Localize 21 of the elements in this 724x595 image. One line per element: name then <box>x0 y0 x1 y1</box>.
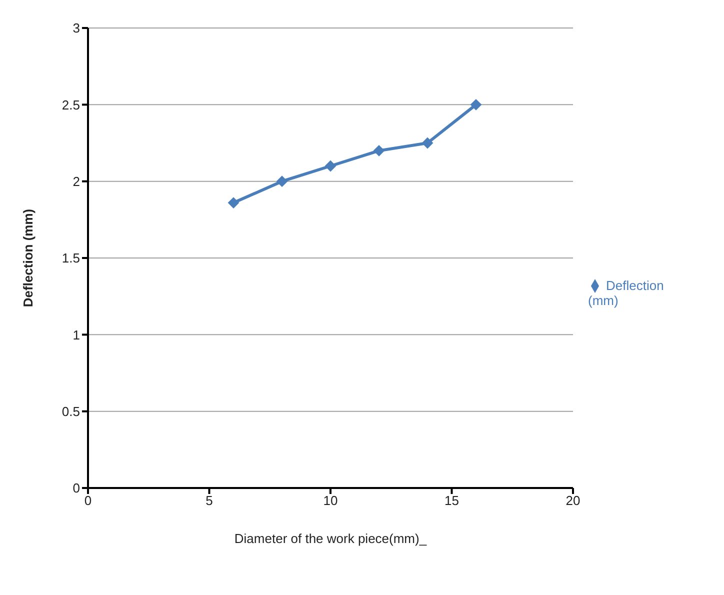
point <box>228 197 239 208</box>
y-tick-label: 3 <box>72 20 80 36</box>
y-tick-label: 0 <box>72 480 80 496</box>
x-tick-label: 10 <box>323 493 338 508</box>
x-tick-label: 5 <box>206 493 213 508</box>
point <box>422 138 433 148</box>
y-tick-label: 1 <box>72 327 80 342</box>
y-axis-title: Deflection (mm) <box>20 208 36 308</box>
point <box>276 176 288 187</box>
x-tick-label: 0 <box>84 493 92 508</box>
x-axis-title: Diameter of the work piece(mm)_ <box>234 531 428 546</box>
y-tick-label: 1.5 <box>62 250 80 266</box>
y-tick-label: 0.5 <box>62 404 80 419</box>
y-tick-label: 2.5 <box>62 97 80 112</box>
point <box>325 160 336 172</box>
point <box>374 145 384 156</box>
x-tick-label: 20 <box>566 493 580 508</box>
x-tick-label: 15 <box>444 493 459 508</box>
legend-label: Deflection (mm) <box>588 278 664 308</box>
y-tick-label: 2 <box>72 174 80 189</box>
point <box>470 99 482 110</box>
